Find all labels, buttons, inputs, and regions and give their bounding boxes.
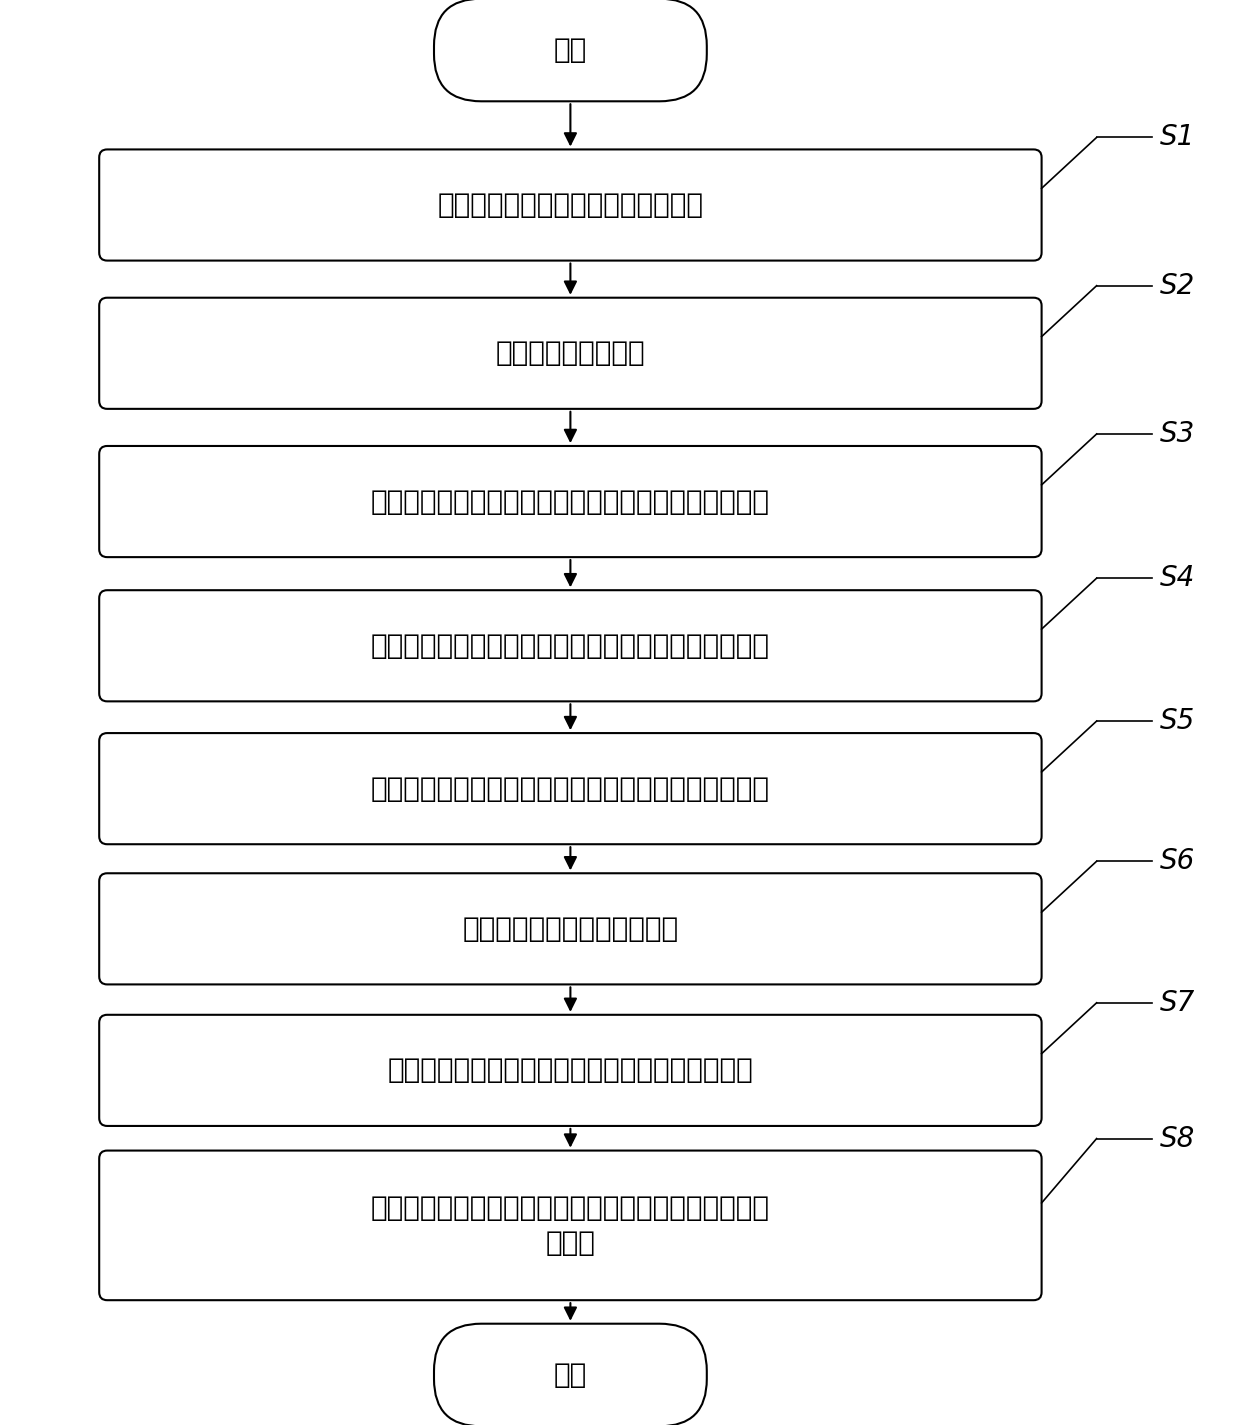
FancyBboxPatch shape <box>99 446 1042 557</box>
FancyBboxPatch shape <box>434 0 707 101</box>
Text: S8: S8 <box>1159 1124 1195 1153</box>
Text: 开始: 开始 <box>554 36 587 64</box>
FancyBboxPatch shape <box>99 874 1042 985</box>
Text: S7: S7 <box>1159 989 1195 1017</box>
Text: 得到研究区降雨总量和各污染物累积负荷的样本数据集: 得到研究区降雨总量和各污染物累积负荷的样本数据集 <box>371 631 770 660</box>
FancyBboxPatch shape <box>99 1150 1042 1300</box>
FancyBboxPatch shape <box>99 590 1042 701</box>
Text: 计算不同降雨条件下研究区中各汇水区的各污染物的负
荷情况: 计算不同降雨条件下研究区中各汇水区的各污染物的负 荷情况 <box>371 1194 770 1257</box>
Text: 结束: 结束 <box>554 1361 587 1389</box>
Text: 对透水区和不透水区的土地利用分类: 对透水区和不透水区的土地利用分类 <box>438 191 703 219</box>
FancyBboxPatch shape <box>99 150 1042 261</box>
Text: 得到汇水区透水区特征面积和汇水区不透水区特征面积: 得到汇水区透水区特征面积和汇水区不透水区特征面积 <box>371 775 770 802</box>
Text: S5: S5 <box>1159 707 1195 735</box>
FancyBboxPatch shape <box>99 732 1042 844</box>
Text: 得到汇水区特征面积计算模型: 得到汇水区特征面积计算模型 <box>463 915 678 943</box>
Text: 计算各类土地的面积: 计算各类土地的面积 <box>496 339 645 368</box>
Text: 计算污染物在各类土地上的最大堆积量并遍历出最大値: 计算污染物在各类土地上的最大堆积量并遍历出最大値 <box>371 487 770 516</box>
Text: S6: S6 <box>1159 848 1195 875</box>
Text: S4: S4 <box>1159 564 1195 593</box>
Text: S1: S1 <box>1159 124 1195 151</box>
FancyBboxPatch shape <box>99 298 1042 409</box>
Text: S2: S2 <box>1159 272 1195 299</box>
Text: S3: S3 <box>1159 420 1195 447</box>
FancyBboxPatch shape <box>434 1324 707 1425</box>
Text: 得到城市地表径流污染物累计负荷的实际计算模型: 得到城市地表径流污染物累计负荷的实际计算模型 <box>388 1056 753 1084</box>
FancyBboxPatch shape <box>99 1015 1042 1126</box>
